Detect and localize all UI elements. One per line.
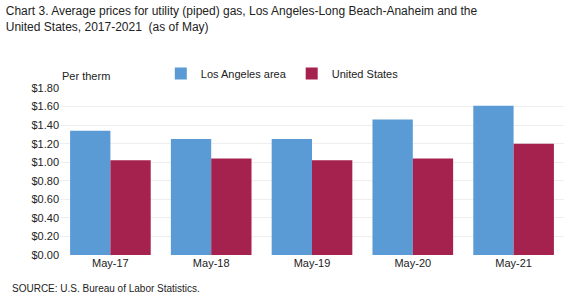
svg-text:$0.60: $0.60 (31, 193, 59, 205)
svg-text:$1.60: $1.60 (31, 100, 59, 112)
svg-text:May-18: May-18 (193, 257, 230, 269)
svg-text:$0.00: $0.00 (31, 249, 59, 261)
svg-text:Chart 3. Average prices for ut: Chart 3. Average prices for utility (pip… (6, 4, 478, 34)
svg-text:May-20: May-20 (394, 257, 431, 269)
svg-text:Per therm: Per therm (62, 70, 110, 82)
svg-text:$0.20: $0.20 (31, 230, 59, 242)
svg-text:$1.80: $1.80 (31, 82, 59, 94)
svg-text:May-19: May-19 (294, 257, 331, 269)
svg-text:May-21: May-21 (495, 257, 532, 269)
svg-text:$0.40: $0.40 (31, 212, 59, 224)
svg-text:SOURCE: U.S. Bureau of Labor S: SOURCE: U.S. Bureau of Labor Statistics. (12, 283, 200, 294)
svg-text:$1.20: $1.20 (31, 138, 59, 150)
svg-text:$0.80: $0.80 (31, 175, 59, 187)
svg-text:May-17: May-17 (92, 257, 129, 269)
svg-text:United States: United States (332, 68, 399, 80)
svg-text:$1.40: $1.40 (31, 119, 59, 131)
svg-text:Los Angeles area: Los Angeles area (201, 68, 287, 80)
svg-text:$1.00: $1.00 (31, 156, 59, 168)
